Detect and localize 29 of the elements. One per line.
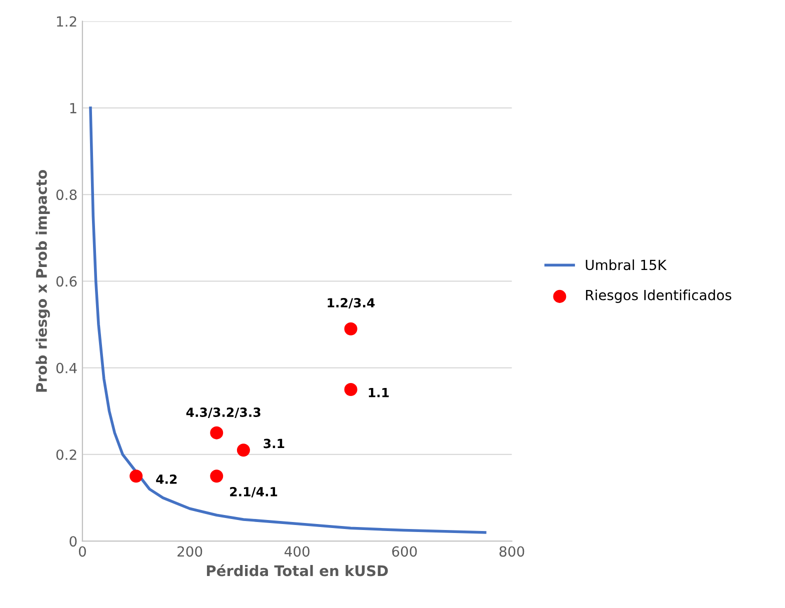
y-tick-label: 0	[70, 536, 77, 547]
annotation: 3.1	[264, 438, 284, 448]
y-tick-label: 0.2	[56, 449, 76, 460]
point	[344, 322, 358, 336]
annotation: 1.2/3.4	[328, 298, 375, 308]
legend-label: Umbral 15K	[586, 259, 667, 270]
annotation: 1.1	[368, 388, 389, 398]
x-tick-label: 400	[284, 546, 310, 557]
y-axis-title: Prob riesgo x Prob impacto	[36, 170, 50, 392]
legend-label: Riesgos Identificados	[586, 290, 732, 303]
annotation: 2.1/4.1	[230, 486, 278, 498]
point	[236, 444, 250, 457]
point	[210, 470, 224, 483]
x-tick-label: 800	[500, 546, 524, 557]
annotation: 4.2	[156, 474, 177, 484]
point	[344, 382, 358, 396]
y-tick-label: 1	[70, 103, 76, 114]
y-tick-label: 0.6	[56, 276, 77, 287]
point	[210, 426, 224, 440]
y-tick-label: 1.2	[57, 16, 76, 27]
point	[130, 470, 143, 483]
x-axis-title: Pérdida Total en kUSD	[206, 564, 388, 576]
y-tick-label: 0.4	[56, 362, 77, 374]
x-tick-label: 600	[392, 546, 417, 557]
y-tick-label: 0.8	[56, 190, 77, 200]
annotation: 4.3/3.2/3.3	[186, 408, 260, 418]
x-tick-label: 0	[78, 546, 86, 557]
line-series	[89, 106, 486, 534]
x-tick-label: 200	[178, 546, 202, 557]
